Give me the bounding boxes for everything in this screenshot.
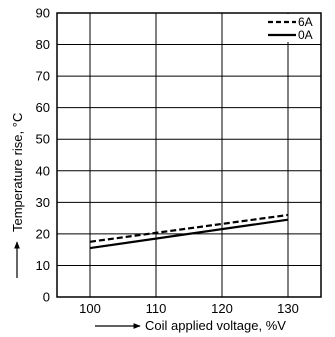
y-axis-ticks: 0 10 20 30 40 50 60 70 80 90	[36, 6, 50, 305]
y-tick-label-10: 10	[36, 258, 50, 273]
series-layer	[89, 213, 289, 250]
plot-frame	[56, 12, 322, 298]
x-axis-ticks: 100 110 120 130	[79, 301, 299, 316]
y-tick-label-60: 60	[36, 100, 50, 115]
y-tick-label-30: 30	[36, 195, 50, 210]
y-tick-label-50: 50	[36, 132, 50, 147]
x-tick-label-110: 110	[146, 301, 167, 316]
x-tick-label-120: 120	[211, 301, 233, 316]
y-tick-label-40: 40	[36, 163, 50, 178]
x-axis-label: Coil applied voltage, %V	[145, 318, 286, 333]
legend-background	[266, 14, 316, 42]
y-tick-label-90: 90	[36, 6, 50, 21]
y-axis-label-group: Temperature rise, °C	[10, 113, 25, 278]
x-tick-label-100: 100	[79, 301, 101, 316]
y-tick-label-0: 0	[43, 290, 50, 305]
series-line-0A	[89, 218, 289, 250]
grid	[57, 12, 321, 298]
y-tick-label-80: 80	[36, 37, 50, 52]
legend-label-0A: 0A	[298, 28, 313, 42]
series-line-6A	[89, 213, 289, 243]
y-tick-label-70: 70	[36, 69, 50, 84]
y-axis-label: Temperature rise, °C	[10, 113, 25, 232]
legend-label-6A: 6A	[298, 15, 313, 29]
x-axis-label-group: Coil applied voltage, %V	[95, 318, 286, 333]
y-tick-label-20: 20	[36, 226, 50, 241]
x-tick-label-130: 130	[277, 301, 299, 316]
